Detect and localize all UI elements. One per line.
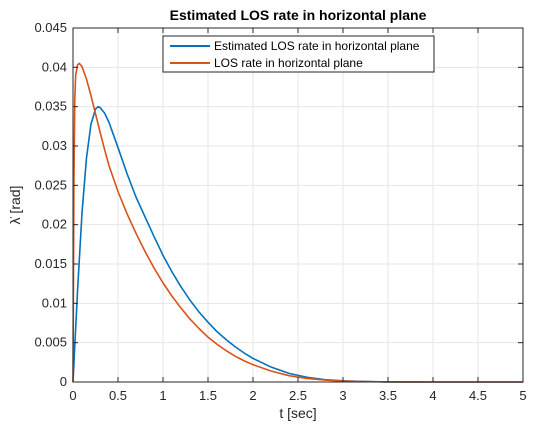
x-tick-label: 4.5: [469, 388, 487, 403]
x-tick-label: 0.5: [109, 388, 127, 403]
legend-label-estimated: Estimated LOS rate in horizontal plane: [214, 39, 420, 53]
series-group: [72, 62, 523, 383]
y-tick-label: 0.025: [34, 177, 67, 192]
x-tick-label: 1: [159, 388, 166, 403]
y-tick-label: 0.02: [42, 217, 67, 232]
x-tick-label: 2: [249, 388, 256, 403]
x-tick-label: 0: [69, 388, 76, 403]
x-tick-label: 5: [519, 388, 526, 403]
x-axis-label: t [sec]: [279, 405, 316, 421]
legend-label-actual: LOS rate in horizontal plane: [214, 56, 363, 70]
y-tick-label: 0.01: [42, 295, 67, 310]
x-tick-label: 1.5: [199, 388, 217, 403]
x-tick-label: 3.5: [379, 388, 397, 403]
y-tick-label: 0.005: [34, 335, 67, 350]
y-axis-label: λ̇ [rad]: [7, 186, 23, 225]
ticks: 0 0.5 1 1.5 2 2.5 3 3.5 4 4.5 5 0 0.005 0.01 0.015 0.02…: [34, 20, 526, 403]
legend-box: [162, 35, 435, 73]
grid: [72, 27, 524, 383]
y-tick-label: 0: [60, 374, 67, 389]
x-tick-label: 3: [339, 388, 346, 403]
y-tick-label: 0.04: [42, 59, 67, 74]
y-tick-label: 0.045: [34, 20, 67, 35]
y-tick-label: 0.03: [42, 138, 67, 153]
chart-title: Estimated LOS rate in horizontal plane: [170, 7, 427, 23]
legend: Estimated LOS rate in horizontal plane L…: [162, 35, 435, 73]
y-tick-label: 0.035: [34, 99, 67, 114]
x-tick-label: 4: [429, 388, 436, 403]
y-tick-label: 0.015: [34, 256, 67, 271]
x-tick-label: 2.5: [289, 388, 307, 403]
los-rate-line: [72, 62, 523, 383]
